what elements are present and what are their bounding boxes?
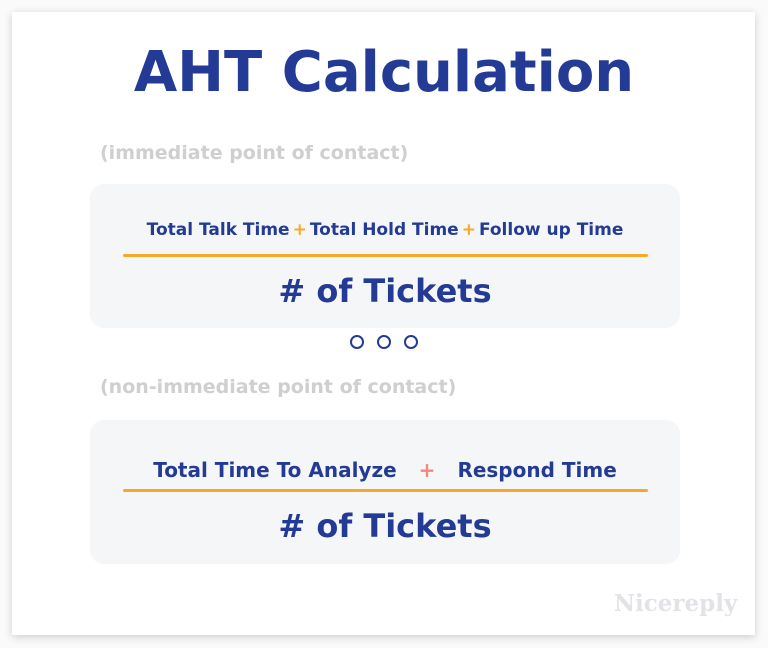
plus-sign: + bbox=[461, 220, 476, 240]
formula-1-label: (immediate point of contact) bbox=[100, 142, 409, 164]
formula-2-denominator: # of Tickets bbox=[278, 507, 492, 545]
term-respond-time: Respond Time bbox=[457, 458, 617, 482]
plus-sign: + bbox=[292, 220, 307, 240]
formula-2-numerator: Total Time To Analyze + Respond Time bbox=[90, 458, 680, 482]
term-total-talk-time: Total Talk Time bbox=[146, 220, 290, 240]
term-total-hold-time: Total Hold Time bbox=[309, 220, 459, 240]
dot bbox=[377, 335, 391, 349]
formula-2-label: (non-immediate point of contact) bbox=[100, 376, 457, 398]
formula-1-numerator: Total Talk Time + Total Hold Time + Follow u… bbox=[90, 220, 680, 240]
dot bbox=[350, 335, 364, 349]
fraction-line bbox=[123, 489, 648, 492]
separator-dots bbox=[350, 335, 418, 349]
plus-sign: + bbox=[418, 458, 436, 482]
term-follow-up-time: Follow up Time bbox=[478, 220, 624, 240]
formula-2-box: Total Time To Analyze + Respond Time # of … bbox=[90, 420, 680, 564]
page-title: AHT Calculation bbox=[133, 40, 635, 105]
fraction-line bbox=[123, 254, 648, 257]
term-total-time-to-analyze: Total Time To Analyze bbox=[153, 458, 397, 482]
formula-1-denominator: # of Tickets bbox=[278, 272, 492, 310]
formula-1-box: Total Talk Time + Total Hold Time + Follow u… bbox=[90, 184, 680, 328]
nicereply-watermark-logo: Nicereply bbox=[614, 590, 738, 617]
dot bbox=[404, 335, 418, 349]
